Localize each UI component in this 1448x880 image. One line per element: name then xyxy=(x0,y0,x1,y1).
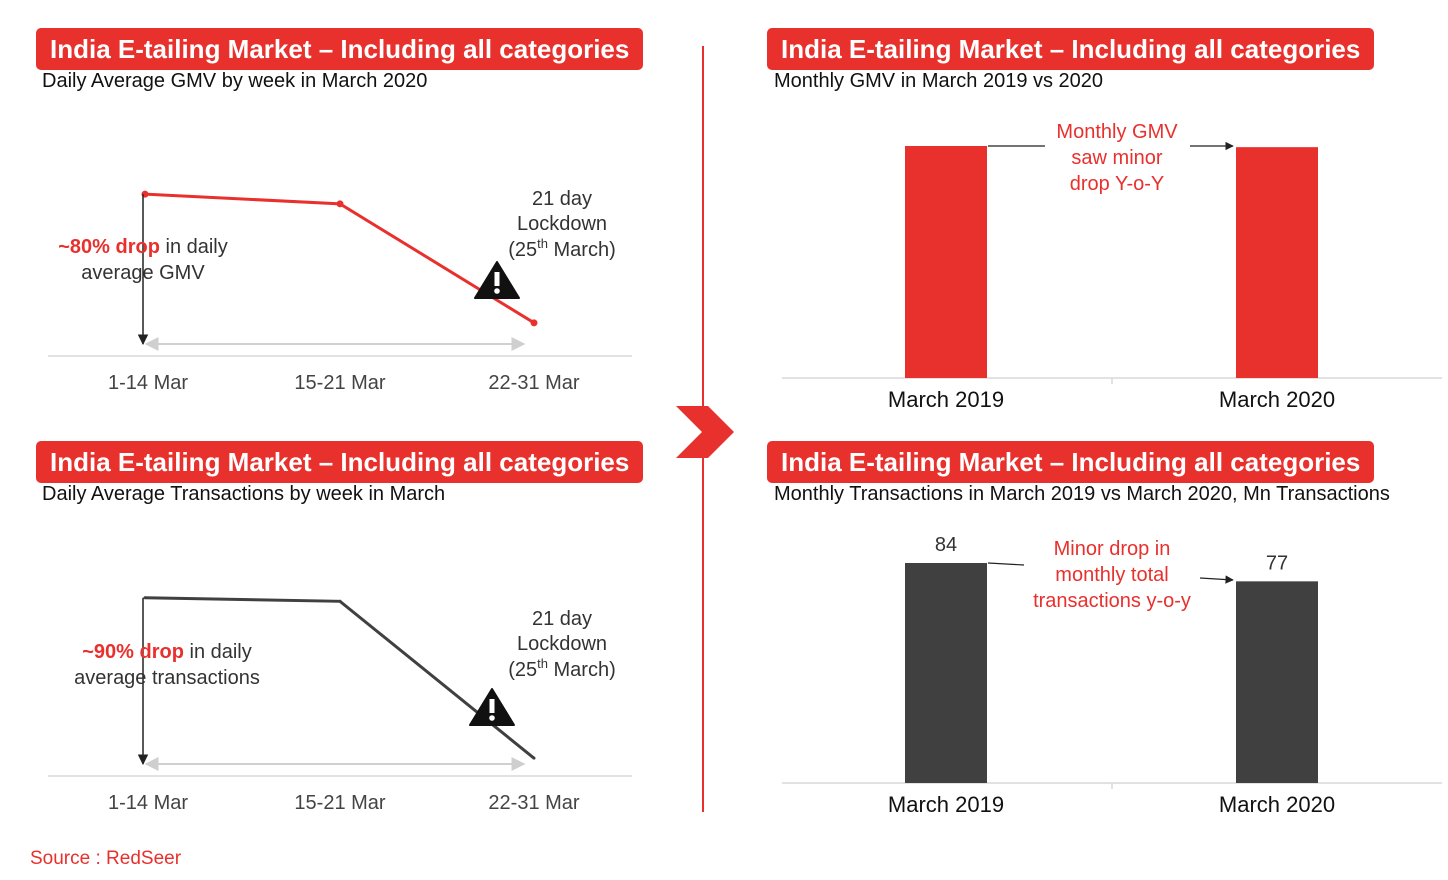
gmv-weekly-series-line xyxy=(144,192,535,325)
txn-weekly-warning-icon-bar xyxy=(489,699,495,713)
lockdown-open: (25 xyxy=(508,659,537,681)
bottom-right-subtitle: Monthly Transactions in March 2019 vs Ma… xyxy=(774,483,1390,505)
gmv-weekly-point-2 xyxy=(530,319,538,327)
gmv-monthly-bar-1 xyxy=(1236,147,1318,378)
source-note: Source : RedSeer xyxy=(30,848,182,869)
lockdown-close: March) xyxy=(548,659,616,681)
gmv-weekly-lockdown-line3: (25th March) xyxy=(508,236,616,261)
gmv-weekly-warning-icon-bar xyxy=(494,272,500,286)
gmv-weekly-warning-icon xyxy=(474,261,520,299)
txn-weekly-point-2 xyxy=(532,756,536,760)
txn-yoy-connector-left xyxy=(987,562,1025,566)
txn-weekly-point-0 xyxy=(143,596,147,600)
lockdown-sup: th xyxy=(537,656,548,671)
top-right-title: India E-tailing Market – Including all c… xyxy=(767,28,1375,70)
gmv-weekly-point-1 xyxy=(336,200,344,208)
gmv-weekly-drop-bold: ~80% drop xyxy=(58,236,160,258)
gmv-yoy-label-line2: drop Y-o-Y xyxy=(1070,173,1165,195)
txn-monthly-bar-0 xyxy=(905,563,987,783)
txn-weekly-warning-icon xyxy=(469,688,515,726)
gmv-weekly-tick-label-0: 1-14 Mar xyxy=(108,372,188,394)
txn-weekly-drop-rest: in daily xyxy=(184,641,252,663)
txn-yoy-label-line1: monthly total xyxy=(1055,564,1168,586)
txn-weekly-point-1 xyxy=(338,599,342,603)
txn-weekly-tick-label-1: 15-21 Mar xyxy=(294,792,385,814)
txn-weekly-lockdown-line2: Lockdown xyxy=(517,633,607,655)
txn-monthly-category-label-0: March 2019 xyxy=(888,792,1004,817)
txn-weekly-lockdown-line1: 21 day xyxy=(532,608,592,630)
txn-yoy-connector-right xyxy=(1199,575,1234,584)
gmv-monthly-category-label-1: March 2020 xyxy=(1219,387,1335,412)
gmv-weekly-drop-label: ~80% drop in daily xyxy=(58,236,228,258)
txn-weekly-warning-icon-dot xyxy=(489,715,495,721)
txn-weekly-tick-label-2: 22-31 Mar xyxy=(488,792,579,814)
gmv-weekly-lockdown-line1: 21 day xyxy=(532,188,592,210)
txn-monthly-bar-1 xyxy=(1236,581,1318,783)
bottom-right-title: India E-tailing Market – Including all c… xyxy=(767,441,1375,483)
lockdown-close: March) xyxy=(548,239,616,261)
txn-weekly-drop-label-line2: average transactions xyxy=(74,667,260,689)
lockdown-open: (25 xyxy=(508,239,537,261)
txn-monthly-data-label-0: 84 xyxy=(935,534,957,556)
gmv-yoy-label-line1: saw minor xyxy=(1071,147,1162,169)
gmv-monthly-category-label-0: March 2019 xyxy=(888,387,1004,412)
gmv-weekly-tick-label-1: 15-21 Mar xyxy=(294,372,385,394)
bottom-left-title: India E-tailing Market – Including all c… xyxy=(36,441,644,483)
top-left-subtitle: Daily Average GMV by week in March 2020 xyxy=(42,70,428,92)
txn-weekly-lockdown-line3: (25th March) xyxy=(508,656,616,681)
bottom-left-subtitle: Daily Average Transactions by week in Ma… xyxy=(42,483,446,505)
txn-yoy-label-line0: Minor drop in xyxy=(1054,538,1171,560)
gmv-weekly-drop-label-line2: average GMV xyxy=(81,262,205,284)
txn-monthly-category-label-1: March 2020 xyxy=(1219,792,1335,817)
gmv-weekly-tick-label-2: 22-31 Mar xyxy=(488,372,579,394)
lockdown-sup: th xyxy=(537,236,548,251)
txn-monthly-data-label-1: 77 xyxy=(1266,552,1288,574)
txn-weekly-drop-bold: ~90% drop xyxy=(82,641,184,663)
txn-weekly-drop-label: ~90% drop in daily xyxy=(82,641,252,663)
gmv-weekly-warning-icon-dot xyxy=(494,288,500,294)
gmv-weekly-lockdown-line2: Lockdown xyxy=(517,213,607,235)
txn-weekly-tick-label-0: 1-14 Mar xyxy=(108,792,188,814)
gmv-weekly-drop-rest: in daily xyxy=(160,236,228,258)
txn-yoy-label-line2: transactions y-o-y xyxy=(1033,590,1191,612)
top-right-subtitle: Monthly GMV in March 2019 vs 2020 xyxy=(774,70,1104,92)
gmv-yoy-label-line0: Monthly GMV xyxy=(1056,121,1178,143)
gmv-monthly-bar-0 xyxy=(905,146,987,378)
top-left-title: India E-tailing Market – Including all c… xyxy=(36,28,644,70)
